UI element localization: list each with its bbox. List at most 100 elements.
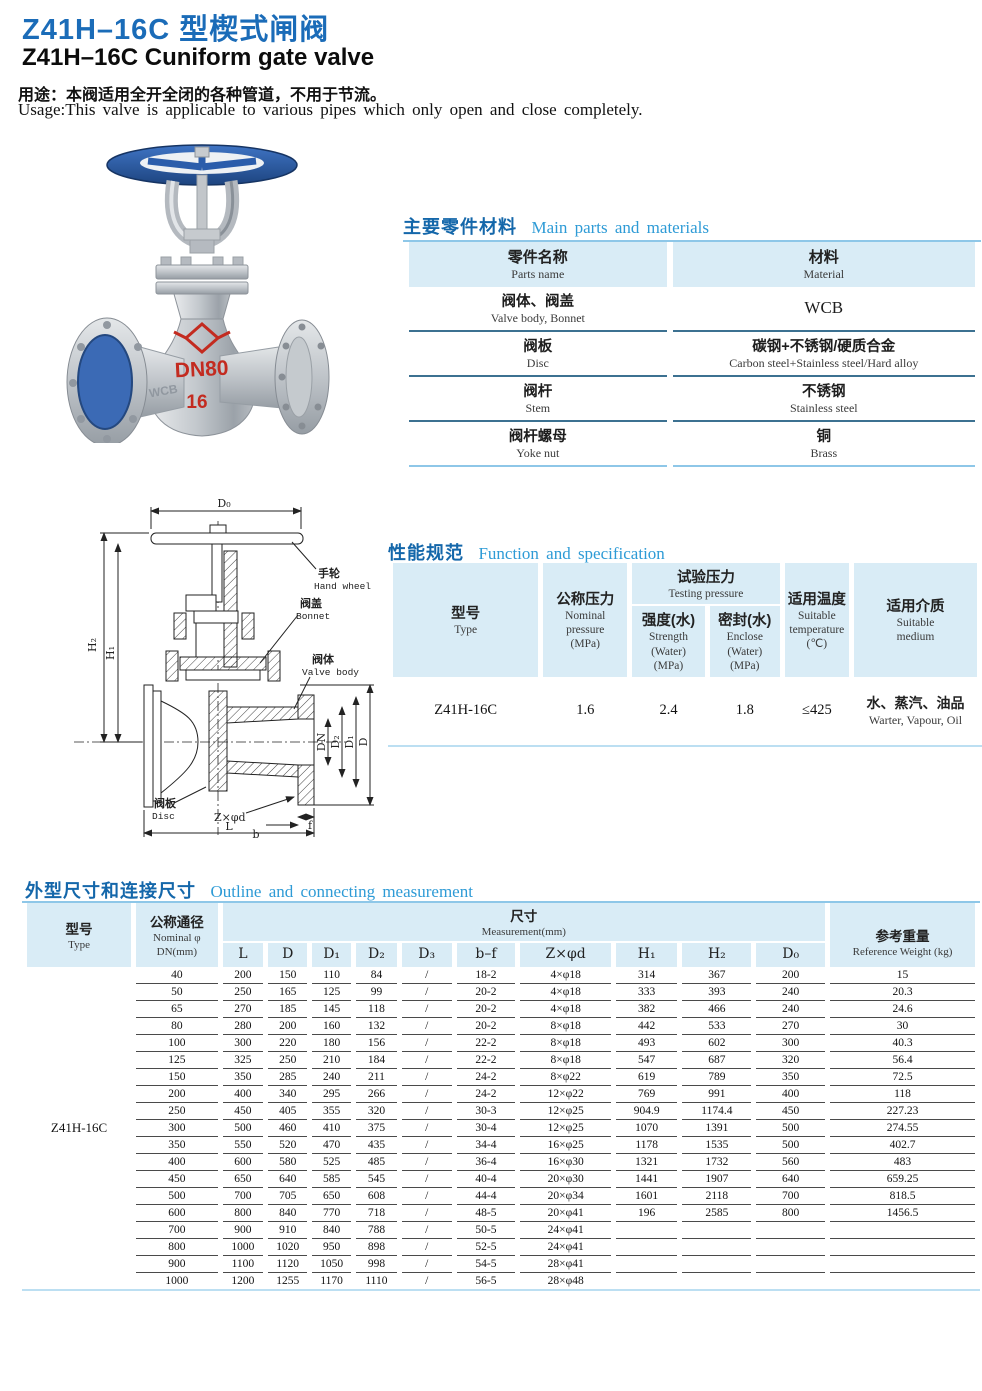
outline-cell: 789	[682, 1069, 752, 1087]
spec-value-nominal: 1.6	[576, 702, 595, 718]
cast-marking: WCB	[148, 382, 179, 401]
outline-cell: /	[401, 984, 452, 1002]
outline-cell: 585	[312, 1171, 352, 1189]
outline-cell: 1070	[615, 1120, 678, 1138]
outline-cell: 640	[756, 1171, 826, 1189]
outline-cell: 900	[136, 1256, 218, 1274]
outline-cell: 28×φ41	[520, 1256, 611, 1274]
outline-cell: 211	[356, 1069, 397, 1087]
outline-cell: 320	[356, 1103, 397, 1121]
outline-column-header: L	[222, 943, 264, 968]
outline-cell: /	[401, 1188, 452, 1206]
outline-cell: 125	[312, 984, 352, 1002]
outline-cell: 72.5	[830, 1069, 975, 1087]
outline-cell: 1321	[615, 1154, 678, 1172]
outline-column-header: D₀	[756, 943, 826, 968]
outline-cell: 500	[756, 1120, 826, 1138]
outline-cell: 99	[356, 984, 397, 1002]
outline-cell: 950	[312, 1239, 352, 1257]
outline-cell: 442	[615, 1018, 678, 1036]
outline-cell: 30-3	[456, 1103, 516, 1121]
outline-cell: 118	[356, 1001, 397, 1019]
outline-cell: 300	[136, 1120, 218, 1138]
outline-cell: 355	[312, 1103, 352, 1121]
outline-cell: /	[401, 1018, 452, 1036]
bonnet	[155, 256, 249, 295]
outline-cell	[756, 1239, 826, 1257]
materials-table-wrap: 零件名称 Parts name 材料 Material 阀体、阀盖 Valve b…	[403, 240, 981, 467]
spec-col-type: 型号 Type	[393, 563, 539, 677]
right-flange	[274, 319, 330, 435]
outline-cell: 8×φ22	[520, 1069, 611, 1087]
outline-cell: 500	[756, 1137, 826, 1155]
outline-cell: 382	[615, 1001, 678, 1019]
outline-cell: /	[401, 1171, 452, 1189]
outline-cell: 320	[756, 1052, 826, 1070]
disc-label-cn: 阀板	[154, 796, 177, 810]
outline-cell: 145	[312, 1001, 352, 1019]
outline-cell: 15	[830, 967, 975, 985]
outline-cell: 550	[222, 1137, 264, 1155]
outline-cell: 184	[356, 1052, 397, 1070]
usage-text-en: Usage:This valve is applicable to variou…	[18, 100, 643, 119]
outline-cell: 450	[222, 1103, 264, 1121]
outline-cell	[616, 1273, 678, 1289]
outline-cell: 800	[136, 1239, 218, 1257]
outline-cell: 48-5	[456, 1205, 516, 1223]
yoke	[164, 174, 240, 254]
spec-value-type: Z41H-16C	[434, 702, 498, 718]
outline-cell: 1255	[276, 1275, 300, 1288]
outline-cell: 1174.4	[682, 1103, 752, 1121]
outline-cell: 619	[615, 1069, 678, 1087]
outline-cell: 24×φ41	[520, 1239, 611, 1257]
outline-cell: 274.55	[830, 1120, 975, 1138]
outline-cell: 400	[136, 1154, 218, 1172]
spec-table: 型号 Type 公称压力 Nominal pressure (MPa) 试验压力 Te…	[388, 563, 982, 747]
outline-cell: 200	[222, 967, 264, 985]
disc-label-en: Disc	[152, 811, 175, 822]
dim-d1: D₁	[343, 735, 356, 748]
outline-cell: 56.4	[830, 1052, 975, 1070]
outline-cell: 24-2	[456, 1086, 516, 1104]
outline-row: 700 900 910 840 788/50-5 24×φ41	[27, 1222, 975, 1240]
outline-cell: 4×φ18	[520, 1001, 611, 1019]
spec-section-title: 性能规范 Function and specification	[388, 539, 665, 565]
outline-cell: 84	[356, 967, 397, 985]
outline-cell: 400	[756, 1086, 826, 1104]
dim-l: L	[225, 820, 233, 833]
outline-cell: 500	[136, 1188, 218, 1206]
materials-cell: 阀杆 Stem	[409, 377, 667, 422]
outline-row: 100 300 220 180 156/22-2 8×φ18 493 602 300 40.3	[27, 1035, 975, 1053]
outline-cell: 54-5	[456, 1256, 516, 1274]
outline-cell: 325	[222, 1052, 264, 1070]
outline-cell: 800	[222, 1205, 264, 1223]
outline-cell: 340	[268, 1086, 308, 1104]
outline-cell: 520	[268, 1137, 308, 1155]
outline-cell: 687	[682, 1052, 752, 1070]
outline-column-header: D	[268, 943, 308, 968]
outline-cell: /	[401, 1239, 452, 1257]
outline-cell: 333	[615, 984, 678, 1002]
outline-cell: 460	[268, 1120, 308, 1138]
outline-cell: 350	[136, 1137, 218, 1155]
outline-cell: 998	[356, 1256, 397, 1274]
outline-cell: 470	[312, 1137, 352, 1155]
outline-cell: 50	[136, 984, 218, 1002]
outline-cell: 800	[756, 1205, 826, 1223]
outline-cell: 900	[222, 1222, 264, 1240]
outline-cell: 52-5	[456, 1239, 516, 1257]
outline-cell: 285	[268, 1069, 308, 1087]
outline-cell: 545	[356, 1171, 397, 1189]
outline-cell: 2118	[682, 1188, 752, 1206]
outline-cell: 450	[136, 1171, 218, 1189]
dim-zphid: Z×φd	[214, 811, 246, 824]
outline-cell: 560	[756, 1154, 826, 1172]
outline-row: 50 250 165 125 99/20-2 4×φ18 333 393 240 20.3	[27, 984, 975, 1002]
outline-row: 400 600 580 525 485/36-4 16×φ30 1321 1732 560 483	[27, 1154, 975, 1172]
outline-cell: 400	[222, 1086, 264, 1104]
materials-title-en: Main parts and materials	[531, 218, 709, 237]
outline-cell	[830, 1273, 975, 1289]
outline-cell: 250	[136, 1103, 218, 1121]
outline-row: Z41H-16C 40 200 150 110 84/18-2 4×φ18 314 367 200…	[27, 967, 975, 1290]
outline-cell: 16×φ25	[520, 1137, 611, 1155]
